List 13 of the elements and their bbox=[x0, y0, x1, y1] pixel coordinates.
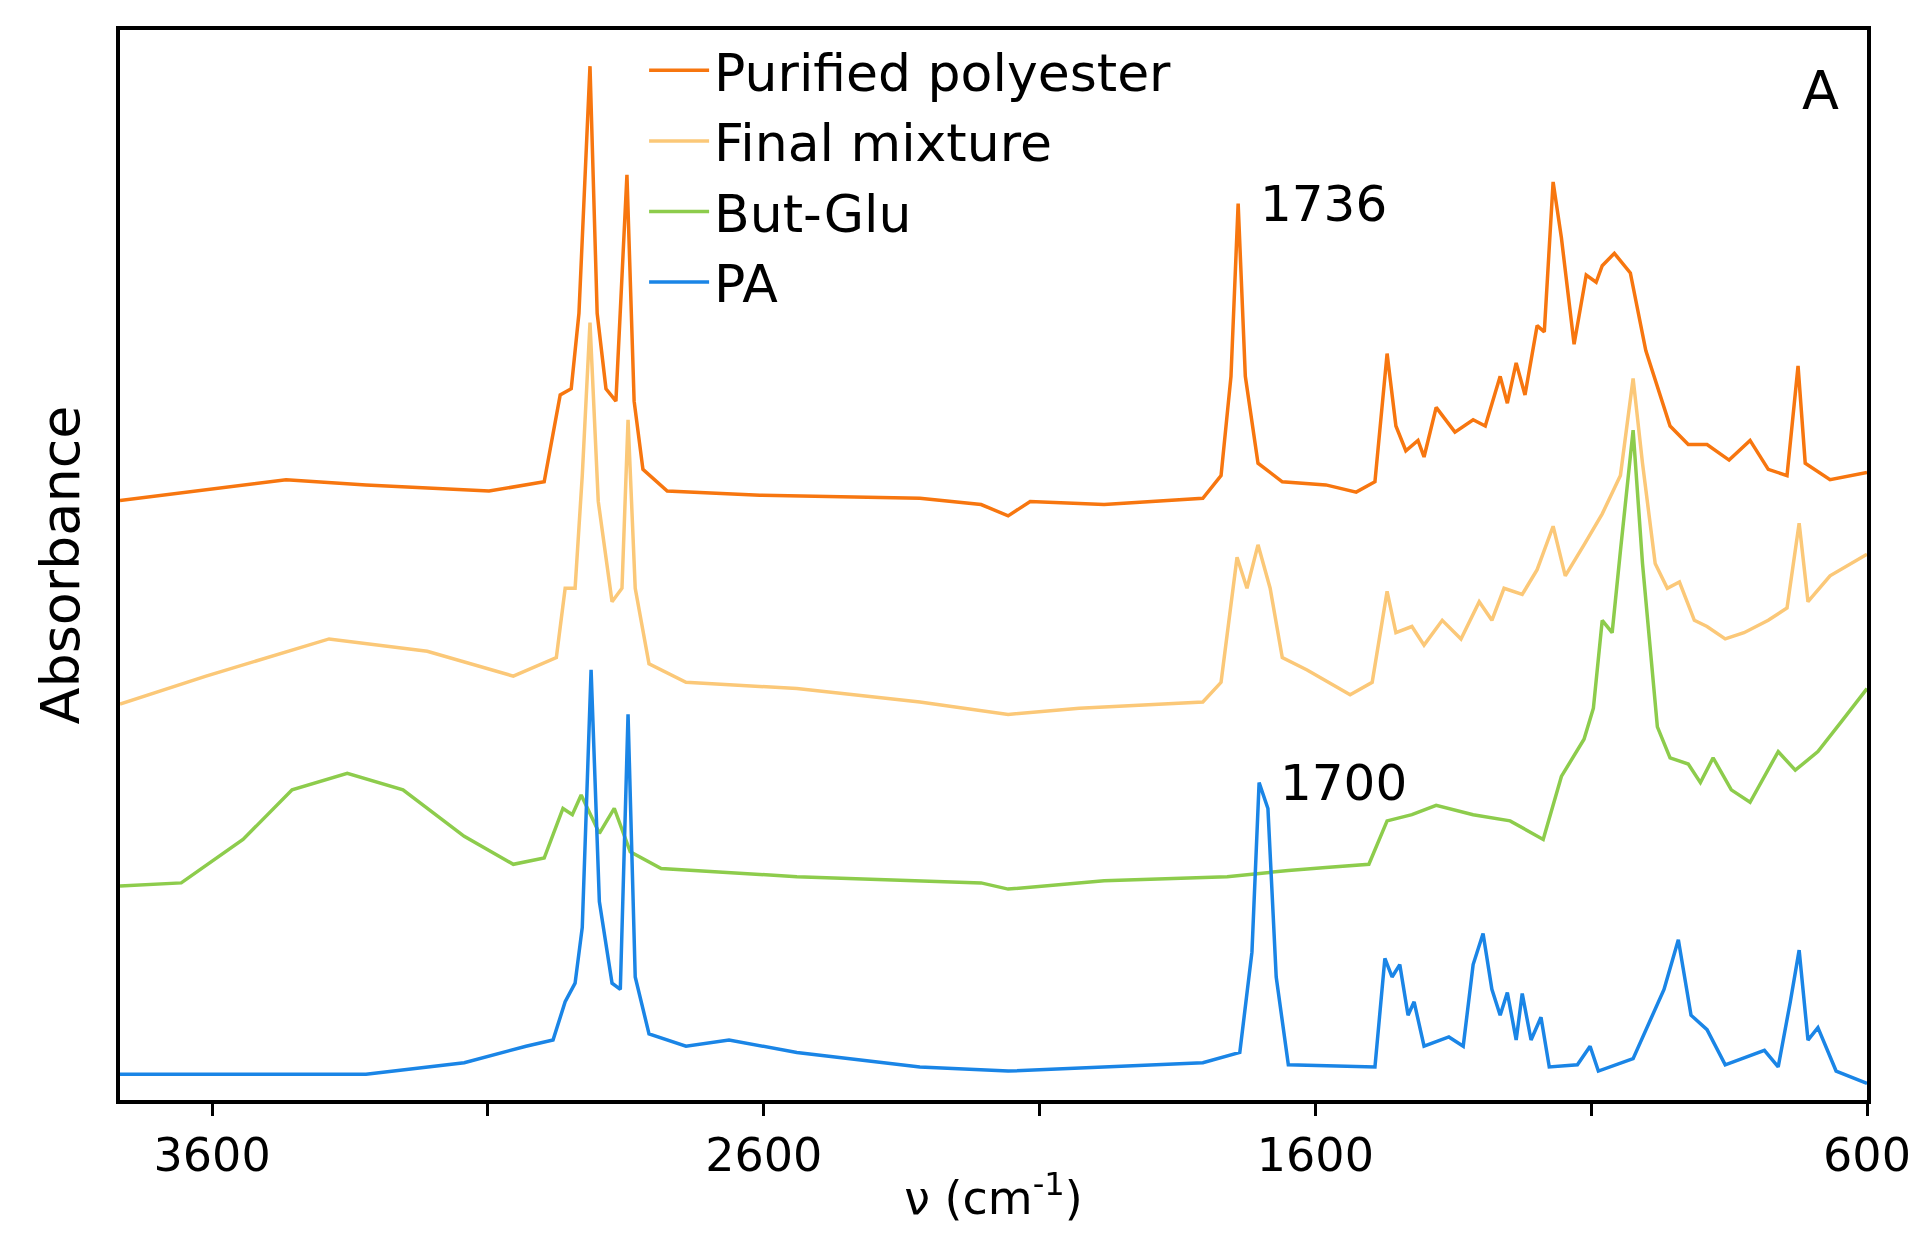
x-tick-label: 3600 bbox=[153, 1127, 271, 1182]
annotation: 1700 bbox=[1280, 754, 1408, 812]
legend-label: Purified polyester bbox=[714, 42, 1172, 103]
legend-label: But-Glu bbox=[714, 183, 912, 244]
x-axis-title: ν (cm$^{-1}$) bbox=[904, 1164, 1083, 1226]
x-tick-label: 2600 bbox=[705, 1127, 823, 1182]
annotation: 1736 bbox=[1260, 175, 1388, 233]
y-axis-title: Absorbance bbox=[29, 405, 93, 725]
annotation: A bbox=[1802, 59, 1839, 122]
x-tick-label: 1600 bbox=[1256, 1127, 1374, 1182]
x-tick-label: 600 bbox=[1823, 1127, 1911, 1182]
legend-label: Final mixture bbox=[714, 113, 1052, 174]
legend-label: PA bbox=[714, 254, 779, 315]
